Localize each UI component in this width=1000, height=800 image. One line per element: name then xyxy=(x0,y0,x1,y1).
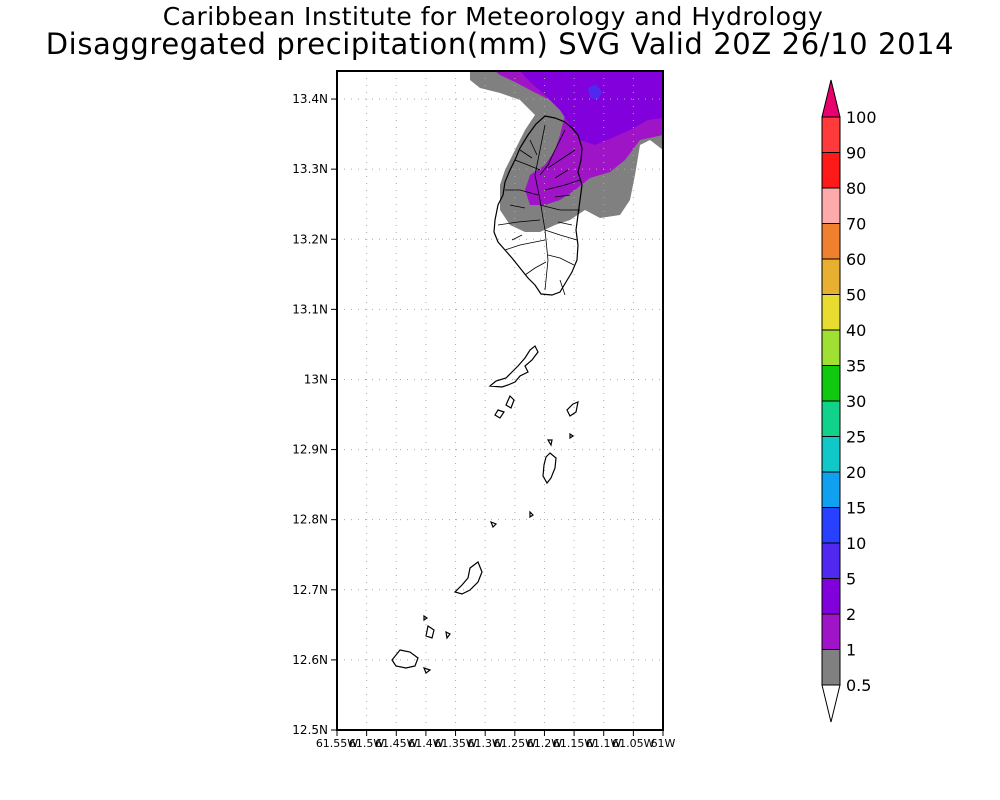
colorbar-box xyxy=(821,507,841,544)
colorbar-label: 35 xyxy=(846,357,866,376)
colorbar-box xyxy=(821,436,841,473)
precip-area-blue xyxy=(588,84,602,100)
map-title-line1: Caribbean Institute for Meteorology and … xyxy=(162,2,824,31)
island-canouan xyxy=(453,561,483,595)
island-bequia xyxy=(488,345,539,388)
colorbar-label: 60 xyxy=(846,250,866,269)
map-gridlines xyxy=(337,71,663,730)
colorbar-label: 1 xyxy=(846,641,856,660)
colorbar-label: 80 xyxy=(846,179,866,198)
island-small-5 xyxy=(489,520,498,529)
island-mustique xyxy=(542,452,557,485)
colorbar-box xyxy=(821,471,841,508)
lon-tick-label: 61W xyxy=(651,737,676,750)
lon-tick-label: 61.3W xyxy=(467,737,502,750)
lat-tick-label: 13.1N xyxy=(292,302,328,316)
lat-tick-label: 12.7N xyxy=(292,583,328,597)
colorbar-label: 90 xyxy=(846,144,866,163)
map-panel: 13.4N 13.3N 13.2N 13.1N 13N 12.9N 12.8N 12.7N 12… xyxy=(292,70,676,750)
lat-tick-label: 12.6N xyxy=(292,653,328,667)
colorbar-label: 10 xyxy=(846,534,866,553)
colorbar-legend: 100 90 80 70 60 50 40 35 30 25 20 15 10 5 2 1 0.5 xyxy=(821,79,877,723)
lat-tick-label: 13.2N xyxy=(292,232,328,246)
island-st-vincent xyxy=(493,115,583,296)
lon-tick-label: 61.25W xyxy=(494,737,536,750)
colorbar-box xyxy=(821,400,841,437)
island-small-9 xyxy=(423,614,429,622)
colorbar-under-triangle xyxy=(821,684,841,723)
island-carriacou xyxy=(391,649,419,669)
lon-tick-label: 61.55W xyxy=(316,737,358,750)
colorbar-label: 15 xyxy=(846,499,866,518)
colorbar-box xyxy=(821,258,841,295)
colorbar-label: 70 xyxy=(846,215,866,234)
colorbar-label: 100 xyxy=(846,108,877,127)
lon-tick-label: 61.4W xyxy=(408,737,443,750)
colorbar-box xyxy=(821,329,841,366)
colorbar-box xyxy=(821,578,841,615)
latitude-axis: 13.4N 13.3N 13.2N 13.1N 13N 12.9N 12.8N 12.7N 12… xyxy=(292,92,337,737)
island-small-3 xyxy=(566,401,579,417)
lon-tick-label: 61.05W xyxy=(612,737,654,750)
lon-tick-label: 61.5W xyxy=(349,737,384,750)
colorbar-box xyxy=(821,649,841,686)
precip-area-violet xyxy=(520,71,663,145)
lon-tick-label: 61.1W xyxy=(586,737,621,750)
coastlines xyxy=(391,115,583,674)
colorbar-box xyxy=(821,613,841,650)
colorbar-box xyxy=(821,116,841,153)
island-small-1 xyxy=(505,394,515,409)
colorbar-label: 40 xyxy=(846,321,866,340)
colorbar-box xyxy=(821,223,841,260)
lat-tick-label: 13.4N xyxy=(292,92,328,106)
colorbar-label: 25 xyxy=(846,428,866,447)
map-frame xyxy=(336,70,664,731)
colorbar-label: 20 xyxy=(846,463,866,482)
colorbar-box xyxy=(821,152,841,189)
island-small-6 xyxy=(529,510,534,519)
lat-tick-label: 13N xyxy=(304,372,328,386)
colorbar-box xyxy=(821,187,841,224)
lat-tick-label: 12.5N xyxy=(292,723,328,737)
colorbar-label: 30 xyxy=(846,392,866,411)
lon-tick-label: 61.45W xyxy=(375,737,417,750)
island-small-7 xyxy=(445,630,451,640)
longitude-axis: 61.55W61.5W61.45W61.4W61.35W61.3W61.25W6… xyxy=(316,730,676,750)
lon-tick-label: 61.15W xyxy=(553,737,595,750)
colorbar-label: 2 xyxy=(846,605,856,624)
lat-tick-label: 12.8N xyxy=(292,513,328,527)
lon-tick-label: 61.35W xyxy=(434,737,476,750)
colorbar-box xyxy=(821,294,841,331)
lon-tick-label: 61.2W xyxy=(527,737,562,750)
colorbar-label: 0.5 xyxy=(846,676,871,695)
island-small-4 xyxy=(546,439,553,447)
island-union xyxy=(425,625,435,639)
colorbar-label: 5 xyxy=(846,570,856,589)
colorbar-label: 50 xyxy=(846,286,866,305)
st-vincent-watersheds xyxy=(497,124,581,296)
precipitation-shading xyxy=(470,71,663,232)
colorbar-box xyxy=(821,365,841,402)
colorbar-over-triangle xyxy=(821,79,841,118)
colorbar-box xyxy=(821,542,841,579)
island-small-2 xyxy=(494,409,505,419)
lat-tick-label: 13.3N xyxy=(292,162,328,176)
island-small-8 xyxy=(422,667,432,674)
lat-tick-label: 12.9N xyxy=(292,443,328,457)
island-small-10 xyxy=(569,432,575,440)
map-title-line2: Disaggregated precipitation(mm) SVG Vali… xyxy=(45,27,955,61)
